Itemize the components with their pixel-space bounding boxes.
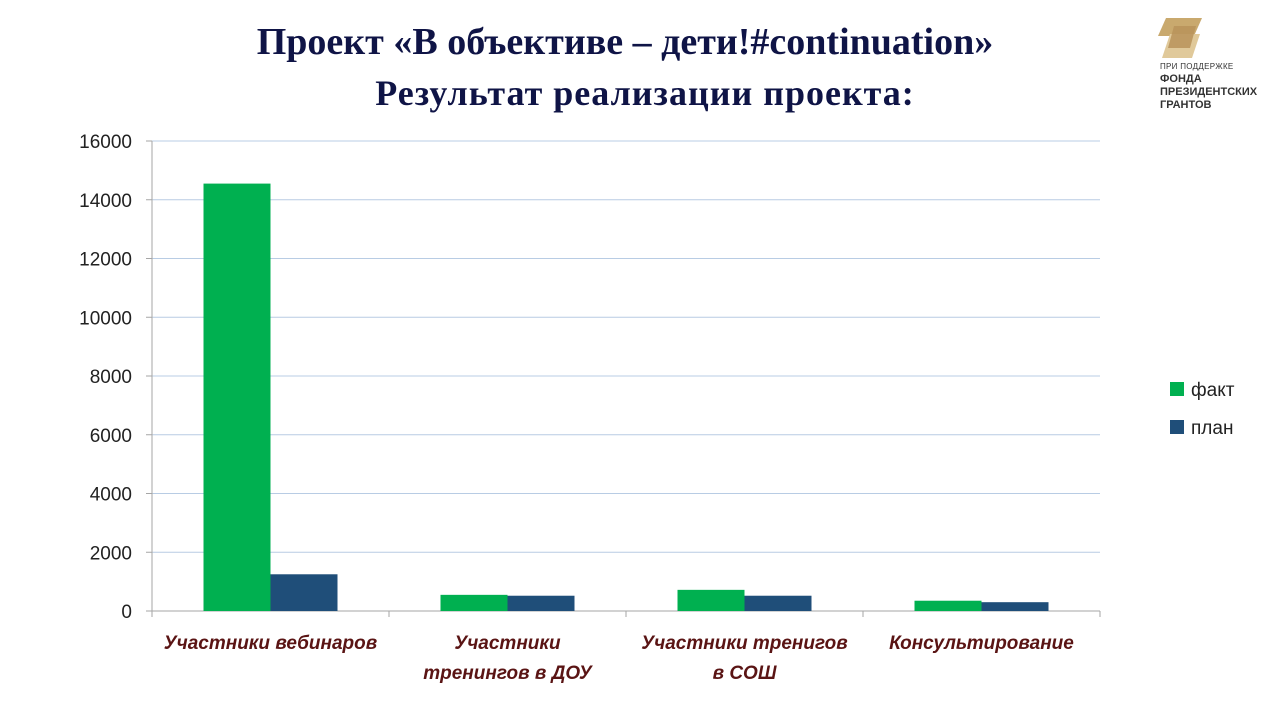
bar-plan [981,602,1049,611]
y-tick-label: 8000 [90,367,132,388]
legend-label: факт [1191,380,1235,401]
y-tick-label: 16000 [79,132,132,153]
legend-swatch [1170,420,1184,434]
bar-fact [914,600,982,611]
bar-fact [203,183,271,611]
y-tick-label: 6000 [90,426,132,447]
y-tick-label: 0 [121,602,132,623]
bar-plan [507,595,575,611]
x-category-label: Консультирование [889,633,1074,654]
bar-plan [270,574,338,611]
y-tick-label: 14000 [79,191,132,212]
bar-fact [677,589,745,611]
y-tick-label: 4000 [90,485,132,506]
y-tick-label: 2000 [90,543,132,564]
bar-fact [440,594,508,611]
logo-line-1: ФОНДА [1160,73,1202,85]
logo-caption-small: ПРИ ПОДДЕРЖКЕ [1160,62,1234,71]
y-tick-label: 12000 [79,250,132,271]
legend-swatch [1170,382,1184,396]
page-title: Проект «В объективе – дети!#continuation… [256,21,994,63]
fund-logo-mark [1158,18,1202,58]
y-tick-label: 10000 [79,308,132,329]
x-category-label: в СОШ [713,663,777,684]
bar-plan [744,595,812,611]
x-category-label: Участники вебинаров [164,633,377,654]
x-category-label: Участники тренигов [641,633,847,654]
fund-logo: ПРИ ПОДДЕРЖКЕ ФОНДА ПРЕЗИДЕНТСКИХ ГРАНТО… [1152,16,1272,116]
page-subtitle: Результат реализации проекта: [375,73,915,113]
logo-line-2: ПРЕЗИДЕНТСКИХ [1160,86,1258,98]
legend-label: план [1191,418,1233,439]
x-category-label: Участники [454,633,561,654]
x-category-label: тренингов в ДОУ [423,663,594,684]
logo-line-3: ГРАНТОВ [1160,99,1212,111]
logo-caption: ФОНДА ПРЕЗИДЕНТСКИХ ГРАНТОВ [1160,73,1257,112]
